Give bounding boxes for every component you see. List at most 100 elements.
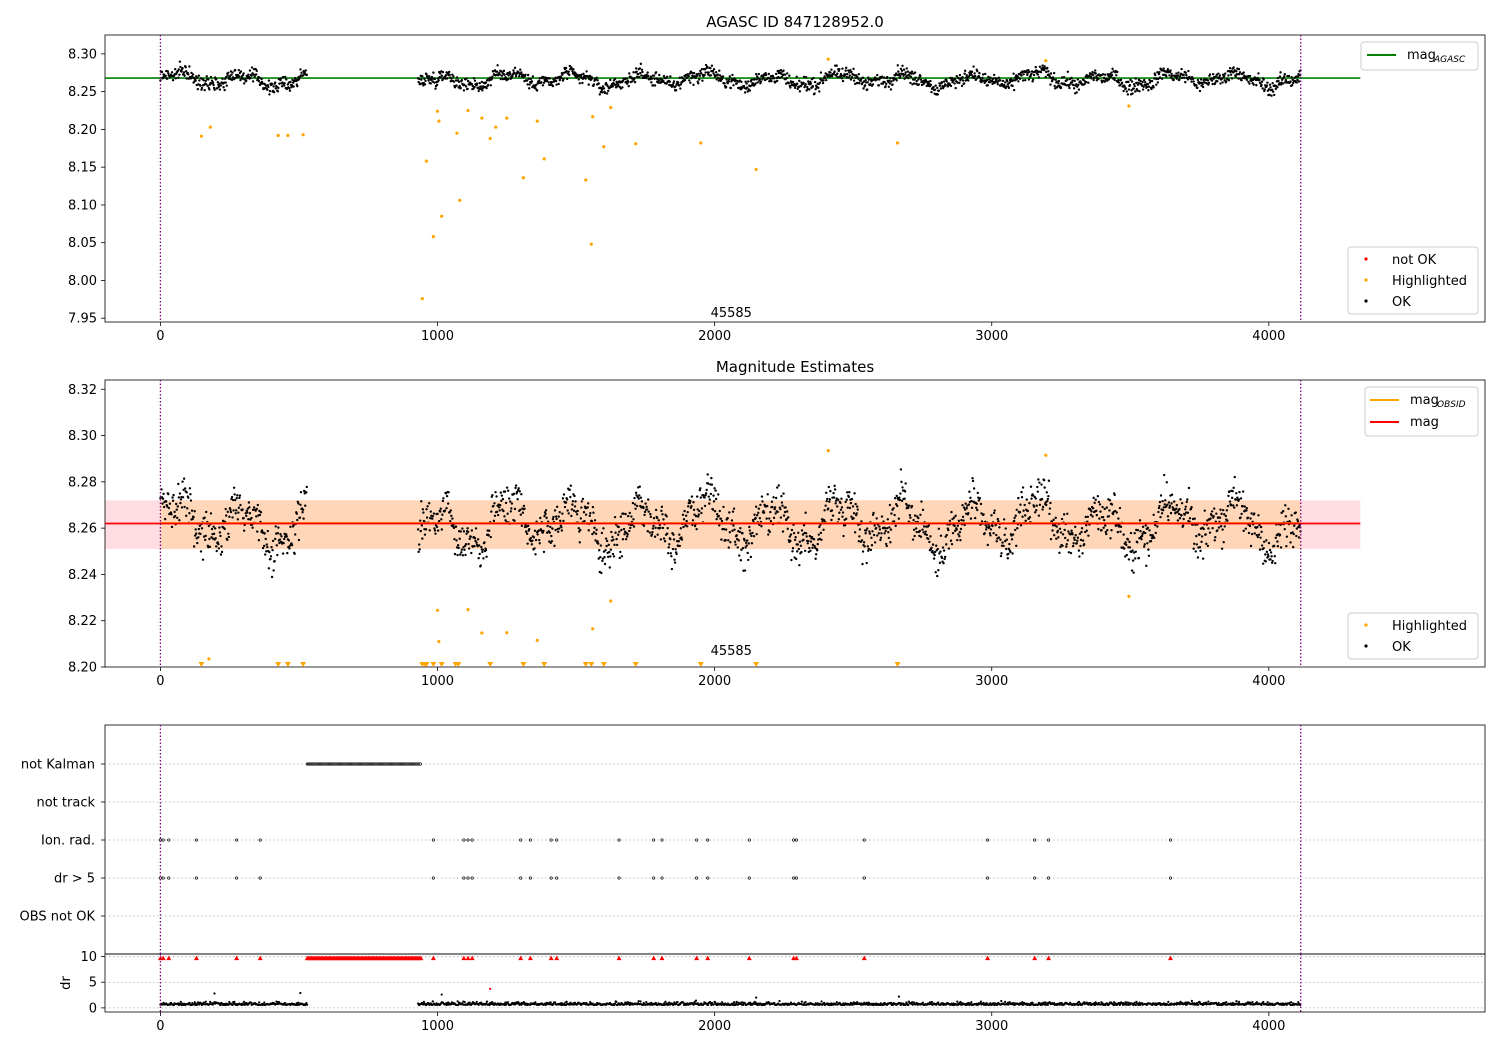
ok-point — [736, 546, 739, 549]
ok-point — [542, 550, 546, 554]
ok-point — [542, 75, 545, 79]
ok-point — [855, 512, 858, 515]
ok-point — [773, 506, 777, 509]
ok-point — [962, 506, 966, 509]
ok-point — [1291, 545, 1295, 549]
ok-point — [857, 77, 860, 80]
ok-point — [1038, 481, 1041, 484]
ok-point — [818, 90, 821, 93]
ok-point — [1119, 78, 1123, 82]
ok-point — [887, 530, 890, 534]
ok-point — [193, 510, 196, 513]
ok-point — [1031, 78, 1035, 81]
ok-point — [526, 524, 530, 528]
ok-point — [970, 499, 973, 503]
ok-point — [1124, 555, 1127, 558]
ok-point — [1143, 543, 1146, 546]
ok-point — [1176, 74, 1180, 77]
ok-point — [706, 473, 709, 476]
ok-point — [733, 540, 737, 543]
ok-point — [740, 548, 743, 551]
ok-point — [490, 510, 493, 513]
highlighted-point — [535, 638, 539, 642]
ok-point — [989, 534, 992, 537]
ok-point — [619, 515, 623, 518]
ok-point — [454, 525, 458, 528]
ok-point — [440, 74, 444, 77]
ok-point — [1009, 77, 1013, 81]
ok-point — [845, 498, 848, 501]
ok-point — [555, 517, 558, 521]
ok-point — [648, 531, 651, 534]
ok-point — [919, 535, 923, 538]
ok-point — [1009, 550, 1012, 554]
dr-point — [457, 1003, 460, 1007]
highlighted-point — [437, 119, 441, 123]
ok-point — [199, 84, 202, 87]
ok-point — [811, 85, 815, 88]
ok-point — [509, 500, 512, 503]
ok-point — [639, 71, 642, 75]
ok-point — [955, 528, 958, 531]
ok-point — [1210, 77, 1213, 80]
ok-point — [452, 75, 455, 78]
ok-point — [528, 528, 531, 531]
ok-point — [1248, 524, 1252, 528]
ok-point — [782, 69, 785, 72]
ok-point — [599, 556, 602, 559]
ok-point — [463, 548, 466, 551]
ok-point — [1250, 512, 1253, 515]
ok-point — [989, 528, 993, 531]
ok-point — [973, 72, 976, 75]
ok-point — [544, 512, 547, 516]
ok-point — [713, 487, 716, 490]
ion-rad-point — [519, 838, 523, 842]
ok-point — [693, 513, 696, 516]
ok-point — [856, 508, 859, 511]
ok-point — [665, 75, 669, 78]
ok-point — [1295, 81, 1299, 84]
ok-point — [1271, 90, 1275, 93]
ok-point — [276, 553, 279, 557]
ok-point — [750, 78, 753, 82]
highlighted-point — [199, 134, 204, 138]
ok-point — [458, 80, 461, 84]
ok-point — [804, 532, 808, 535]
ok-point — [757, 507, 760, 510]
clipped-highlighted-marker — [600, 662, 607, 667]
y-tick-label: 8.05 — [68, 236, 97, 251]
ok-point — [677, 81, 680, 84]
ok-point — [992, 511, 996, 515]
ok-point — [953, 82, 956, 85]
ok-point — [545, 516, 548, 520]
ok-point — [1235, 70, 1238, 73]
ok-point — [983, 72, 987, 76]
dr-point — [645, 1000, 648, 1004]
ok-point — [506, 512, 509, 515]
ok-point — [598, 549, 601, 552]
ok-point — [1291, 81, 1295, 85]
ok-point — [1076, 539, 1079, 542]
ok-point — [304, 504, 307, 507]
dr-gt-5-point — [462, 876, 466, 880]
ok-point — [1076, 85, 1079, 88]
ok-point — [189, 77, 193, 80]
ion-rad-point — [431, 838, 435, 842]
ok-point — [645, 505, 648, 509]
ok-point — [620, 528, 623, 532]
ok-point — [268, 93, 271, 96]
ok-point — [808, 88, 811, 91]
highlighted-point — [494, 125, 498, 129]
ok-point — [912, 82, 916, 85]
y-tick-label: 8.30 — [68, 429, 97, 444]
ok-point — [218, 531, 222, 534]
clipped-highlighted-marker — [582, 662, 589, 667]
ok-point — [528, 83, 531, 86]
ok-point — [1276, 86, 1279, 89]
ok-point — [1268, 83, 1272, 86]
ok-point — [910, 72, 913, 75]
ok-point — [607, 89, 610, 93]
ok-point — [833, 70, 836, 73]
ok-point — [809, 540, 813, 543]
ion-rad-point — [549, 838, 553, 842]
